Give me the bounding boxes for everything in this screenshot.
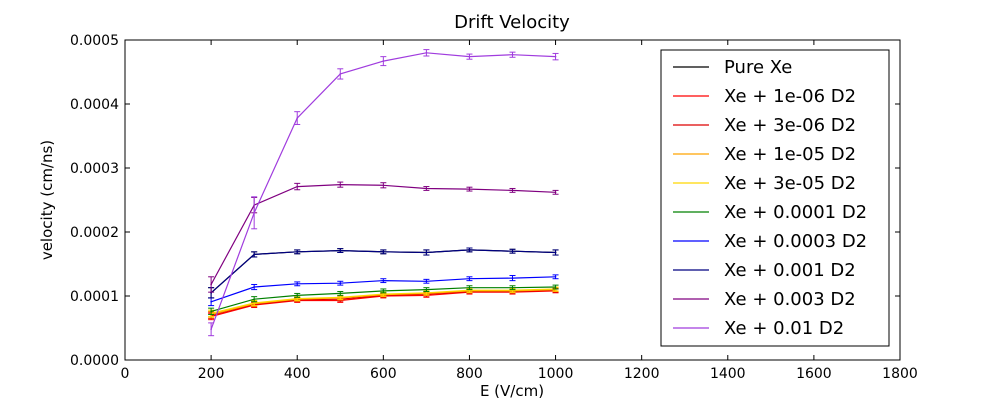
data-point (554, 191, 557, 194)
x-tick-label: 400 (284, 366, 311, 382)
data-point (425, 52, 428, 54)
data-point (511, 53, 514, 56)
data-point (210, 328, 212, 331)
legend-label: Xe + 0.0001 D2 (724, 202, 867, 223)
data-point (382, 279, 385, 282)
plot-series (208, 49, 559, 337)
legend-label: Xe + 3e-06 D2 (724, 115, 856, 136)
y-tick-label: 0.0003 (70, 161, 119, 177)
data-point (296, 294, 299, 297)
data-point (210, 310, 212, 313)
y-axis: 0.0000 0.0001 0.0002 0.0003 0.0004 0.0005 (70, 33, 900, 369)
chart-title: Drift Velocity (454, 12, 570, 33)
data-point (339, 73, 342, 75)
data-point (425, 251, 428, 254)
data-point (296, 297, 299, 300)
y-tick-label: 0.0000 (70, 353, 119, 369)
plot-frame (124, 39, 901, 361)
data-point (339, 282, 342, 285)
data-point (511, 286, 514, 289)
y-axis-title: velocity (cm/ns) (38, 140, 56, 260)
legend-box (660, 49, 890, 347)
series-6 (208, 274, 559, 307)
x-tick-label: 0 (121, 366, 130, 382)
data-point (210, 283, 212, 286)
data-point (210, 300, 212, 303)
x-tick-label: 1800 (882, 366, 918, 382)
data-point (511, 250, 514, 252)
x-axis-title: E (V/cm) (480, 382, 544, 400)
legend: Pure Xe Xe + 1e-06 D2 Xe + 3e-06 D2 Xe + 1e… (660, 49, 890, 347)
data-point (554, 55, 557, 58)
data-point (253, 253, 255, 256)
data-point (554, 276, 557, 278)
data-point (253, 298, 255, 301)
data-point (253, 212, 255, 214)
y-tick-label: 0.0001 (70, 289, 119, 305)
legend-label: Xe + 0.0003 D2 (724, 231, 867, 252)
data-point (468, 277, 471, 280)
data-point (554, 251, 557, 254)
data-point (382, 60, 385, 62)
legend-label: Pure Xe (724, 57, 792, 78)
data-point (425, 288, 428, 291)
y-tick-label: 0.0005 (70, 33, 119, 49)
legend-label: Xe + 3e-05 D2 (724, 173, 856, 194)
x-tick-label: 1000 (538, 366, 574, 382)
x-tick-label: 200 (198, 366, 225, 382)
legend-label: Xe + 0.003 D2 (724, 289, 856, 310)
x-tick-label: 1200 (624, 366, 660, 382)
data-point (339, 296, 342, 299)
legend-label: Xe + 0.01 D2 (724, 318, 844, 339)
x-tick-label: 1600 (796, 366, 832, 382)
data-point (468, 188, 471, 190)
legend-label: Xe + 0.001 D2 (724, 260, 856, 281)
data-point (511, 277, 514, 279)
x-axis: 0 200 400 600 800 1000 1200 1400 1600 1800 (121, 40, 918, 382)
series-9 (208, 49, 559, 337)
data-point (382, 251, 385, 253)
data-point (382, 290, 385, 292)
data-point (425, 187, 428, 190)
legend-label: Xe + 1e-05 D2 (724, 144, 856, 165)
data-point (468, 55, 471, 58)
data-point (253, 286, 255, 288)
data-point (296, 251, 299, 253)
data-point (468, 249, 471, 251)
data-point (425, 292, 428, 294)
data-point (468, 286, 471, 289)
data-point (554, 286, 557, 288)
x-tick-label: 1400 (710, 366, 746, 382)
data-point (339, 292, 342, 295)
data-point (382, 184, 385, 187)
series-7 (208, 247, 559, 299)
legend-label: Xe + 1e-06 D2 (724, 86, 856, 107)
y-tick-label: 0.0002 (70, 225, 119, 241)
data-point (296, 283, 299, 285)
data-point (296, 117, 299, 119)
data-point (296, 185, 299, 188)
data-point (382, 293, 385, 295)
x-tick-label: 800 (456, 366, 483, 382)
data-point (339, 183, 342, 186)
y-tick-label: 0.0004 (70, 97, 119, 113)
data-point (253, 302, 255, 304)
data-point (339, 249, 342, 252)
series-5 (208, 284, 559, 316)
data-point (425, 280, 428, 283)
x-tick-label: 600 (370, 366, 397, 382)
data-point (511, 189, 514, 192)
